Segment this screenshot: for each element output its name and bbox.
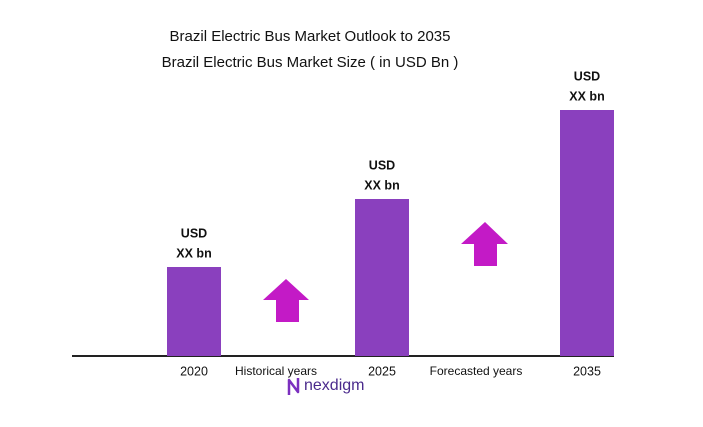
period-label: Historical years [235, 364, 317, 378]
x-tick-label: 2025 [368, 364, 396, 378]
data-label: XX bn [569, 89, 604, 103]
logo-icon [287, 378, 300, 395]
data-label: XX bn [176, 246, 211, 260]
chart-subtitle: Brazil Electric Bus Market Size ( in USD… [162, 54, 459, 71]
chart-title: Brazil Electric Bus Market Outlook to 20… [170, 28, 451, 45]
bar [560, 110, 614, 356]
up-arrow [263, 279, 309, 322]
x-tick-label: 2020 [180, 364, 208, 378]
bar [167, 267, 221, 356]
bar [355, 199, 409, 356]
logo-text: nexdigm [304, 377, 364, 394]
data-label: USD [369, 158, 395, 172]
x-tick-label: 2035 [573, 364, 601, 378]
up-arrow [461, 222, 508, 266]
data-label: USD [574, 69, 600, 83]
period-label: Forecasted years [430, 364, 523, 378]
data-label: USD [181, 226, 207, 240]
data-label: XX bn [364, 178, 399, 192]
